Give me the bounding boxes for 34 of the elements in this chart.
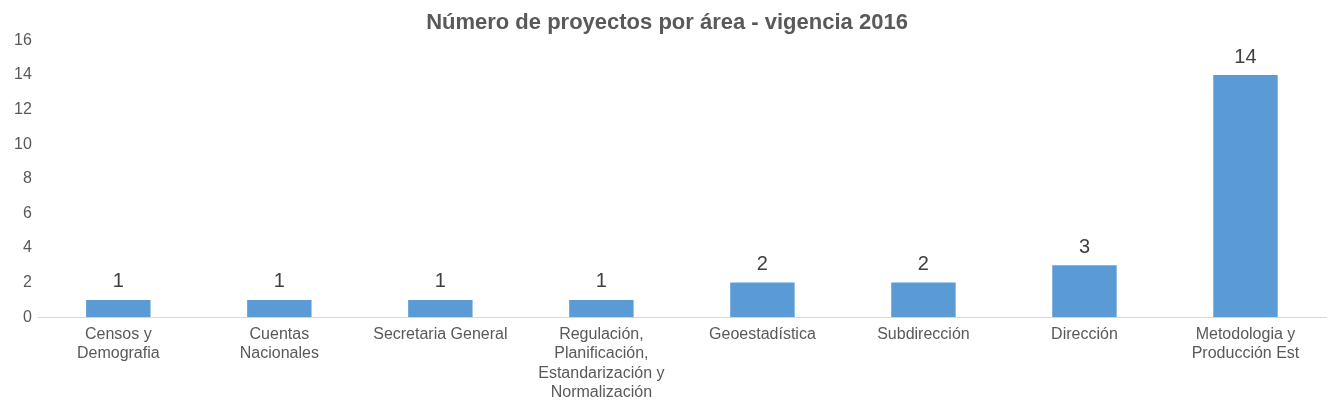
data-label: 2 (917, 252, 929, 275)
bar (569, 299, 634, 318)
data-label: 2 (756, 252, 768, 275)
x-tick-label: Censos y Demografia (76, 325, 160, 362)
bar (408, 299, 473, 318)
x-tick-label: Regulación, Planificación, Estandarización y Normalización (538, 325, 665, 400)
bar (730, 282, 795, 318)
x-tick-label: Geoestadística (709, 325, 816, 343)
x-tick-label: Metodologia y Producción Est (1191, 325, 1300, 362)
data-label: 3 (1078, 234, 1091, 257)
y-tick-label: 14 (14, 65, 32, 83)
y-tick-label: 8 (22, 169, 32, 187)
bar (1052, 265, 1117, 318)
y-tick-label: 4 (22, 238, 32, 256)
bar (891, 282, 956, 318)
x-tick-label: Cuentas Nacionales (239, 325, 319, 362)
x-tick-label: Subdirección (877, 325, 970, 343)
bar (1213, 75, 1278, 318)
bar (86, 299, 151, 318)
y-tick-label: 16 (14, 30, 32, 48)
y-tick-label: 0 (22, 307, 32, 325)
data-label: 1 (434, 269, 446, 292)
y-tick-label: 6 (22, 203, 32, 221)
data-label: 1 (112, 269, 124, 292)
bar (247, 299, 312, 318)
y-tick-label: 10 (14, 134, 32, 152)
chart-title: Número de proyectos por área - vigencia 2016 (426, 9, 908, 35)
y-tick-label: 2 (22, 273, 32, 291)
x-tick-label: Secretaria General (373, 325, 508, 343)
data-label: 1 (273, 269, 285, 292)
data-label: 14 (1234, 44, 1257, 67)
x-tick-label: Dirección (1051, 325, 1118, 343)
data-label: 1 (595, 269, 607, 292)
y-tick-label: 12 (14, 100, 32, 118)
